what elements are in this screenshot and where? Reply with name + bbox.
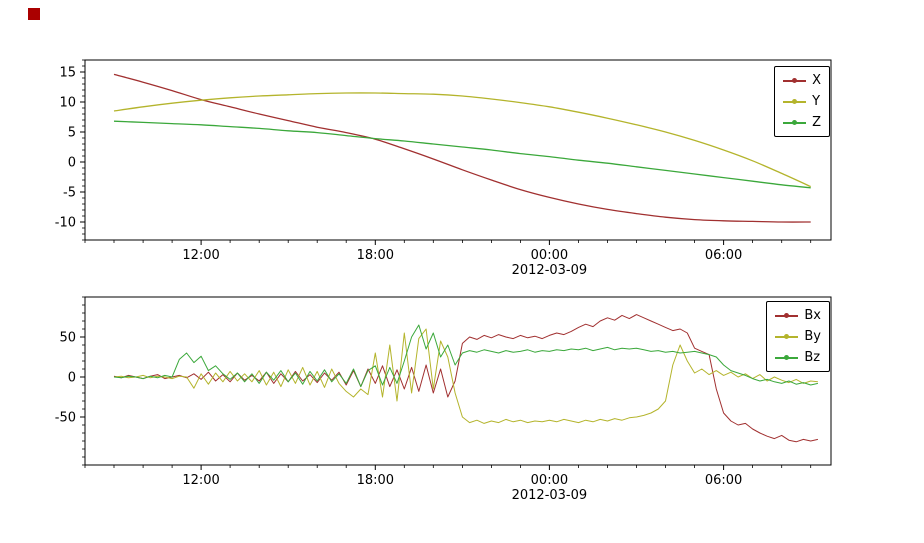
x-tick-label: 00:00: [531, 248, 568, 263]
plot-frame: [84, 59, 832, 241]
series-line-By: [113, 328, 818, 424]
x-tick-label: 06:00: [705, 248, 742, 263]
x-axis-date-label: 2012-03-09: [512, 488, 588, 503]
plot-frame: [84, 296, 832, 466]
legend-entry: Z: [783, 114, 821, 131]
x-tick-label: 06:00: [705, 473, 742, 488]
legend-label: Bz: [804, 350, 821, 365]
legend-label: Z: [812, 115, 821, 130]
x-axis-date-label: 2012-03-09: [512, 263, 588, 278]
legend-line-swatch: [783, 76, 807, 86]
series-line-Bz: [113, 324, 819, 388]
legend-entry: Bz: [775, 349, 821, 366]
y-tick-label: 15: [59, 66, 76, 81]
legend-line-swatch: [775, 353, 799, 363]
series-line-Y: [113, 92, 811, 188]
y-tick-label: -5: [63, 186, 76, 201]
chart-bottom: 12:00 18:00 00:00 06:00 2012-03-09 50 0 -50: [55, 296, 832, 503]
series-line-Bx: [113, 314, 819, 443]
y-tick-label: 10: [59, 96, 76, 111]
y-tick-label: 5: [68, 126, 76, 141]
x-tick-label: 18:00: [357, 248, 394, 263]
legend-label: Bx: [804, 308, 821, 323]
legend-entry: Y: [783, 93, 821, 110]
legend-label: Y: [812, 94, 821, 109]
legend-top: X Y Z: [774, 66, 830, 137]
legend-label: By: [804, 329, 821, 344]
y-tick-label: -50: [55, 411, 76, 426]
legend-entry: By: [775, 328, 821, 345]
y-tick-label: 50: [59, 331, 76, 346]
x-tick-label: 18:00: [357, 473, 394, 488]
x-tick-label: 12:00: [182, 248, 219, 263]
legend-line-swatch: [775, 332, 799, 342]
series-line-X: [113, 73, 811, 223]
legend-bottom: Bx By Bz: [766, 301, 830, 372]
x-tick-label: 12:00: [182, 473, 219, 488]
status-square: [28, 8, 40, 20]
legend-label: X: [812, 73, 821, 88]
legend-line-swatch: [783, 118, 807, 128]
y-tick-label: 0: [68, 156, 76, 171]
legend-line-swatch: [783, 97, 807, 107]
y-tick-label: 0: [68, 371, 76, 386]
legend-entry: X: [783, 72, 821, 89]
chart-top: 12:00 18:00 00:00 06:00 2012-03-09 15 10 5 0 -5 -1…: [55, 59, 832, 278]
y-tick-label: -10: [55, 216, 76, 231]
x-tick-label: 00:00: [531, 473, 568, 488]
legend-entry: Bx: [775, 307, 821, 324]
legend-line-swatch: [775, 311, 799, 321]
series-line-Z: [113, 120, 811, 189]
